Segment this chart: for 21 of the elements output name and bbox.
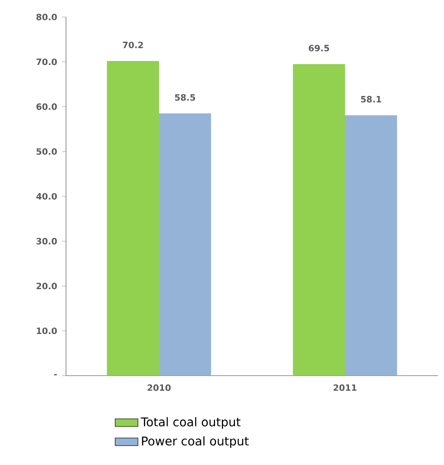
y-tick-label: 60.0 [36, 103, 57, 110]
y-tick-label: 70.0 [36, 58, 57, 66]
y-tick-label: 10.0 [36, 328, 57, 334]
bar [106, 60, 159, 376]
bar [345, 115, 398, 376]
y-tick-label: 80.0 [36, 14, 57, 20]
data-label: 69.5 [308, 44, 330, 52]
legend-label: Total coal output [140, 417, 240, 429]
data-label: 70.2 [122, 42, 143, 48]
bar [292, 64, 345, 376]
y-tick-label: - [54, 374, 57, 376]
data-label: 58.1 [361, 96, 382, 102]
data-label: 58.5 [175, 94, 196, 101]
y-tick-label: 30.0 [36, 238, 57, 244]
legend-label: Power coal output [142, 436, 249, 448]
x-tick-label: 2011 [334, 384, 356, 391]
y-tick-label: 20.0 [36, 282, 57, 290]
x-tick-label: 2010 [148, 384, 171, 391]
y-tick-label: 50.0 [36, 148, 57, 155]
bar [159, 113, 212, 376]
y-tick-label: 40.0 [36, 193, 57, 200]
